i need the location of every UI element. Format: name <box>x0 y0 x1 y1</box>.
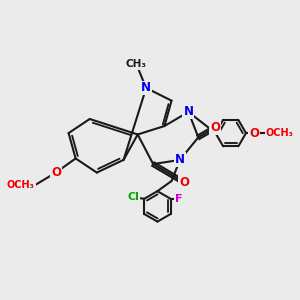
Text: F: F <box>175 194 182 204</box>
Text: O: O <box>249 127 260 140</box>
Text: OCH₃: OCH₃ <box>7 180 35 190</box>
Text: N: N <box>175 153 185 167</box>
Text: N: N <box>183 105 194 119</box>
Text: N: N <box>141 82 151 94</box>
Text: OCH₃: OCH₃ <box>266 128 294 138</box>
Text: O: O <box>210 121 220 134</box>
Text: O: O <box>51 166 61 179</box>
Text: CH₃: CH₃ <box>126 59 147 69</box>
Text: Cl: Cl <box>128 192 140 203</box>
Text: O: O <box>179 176 189 189</box>
